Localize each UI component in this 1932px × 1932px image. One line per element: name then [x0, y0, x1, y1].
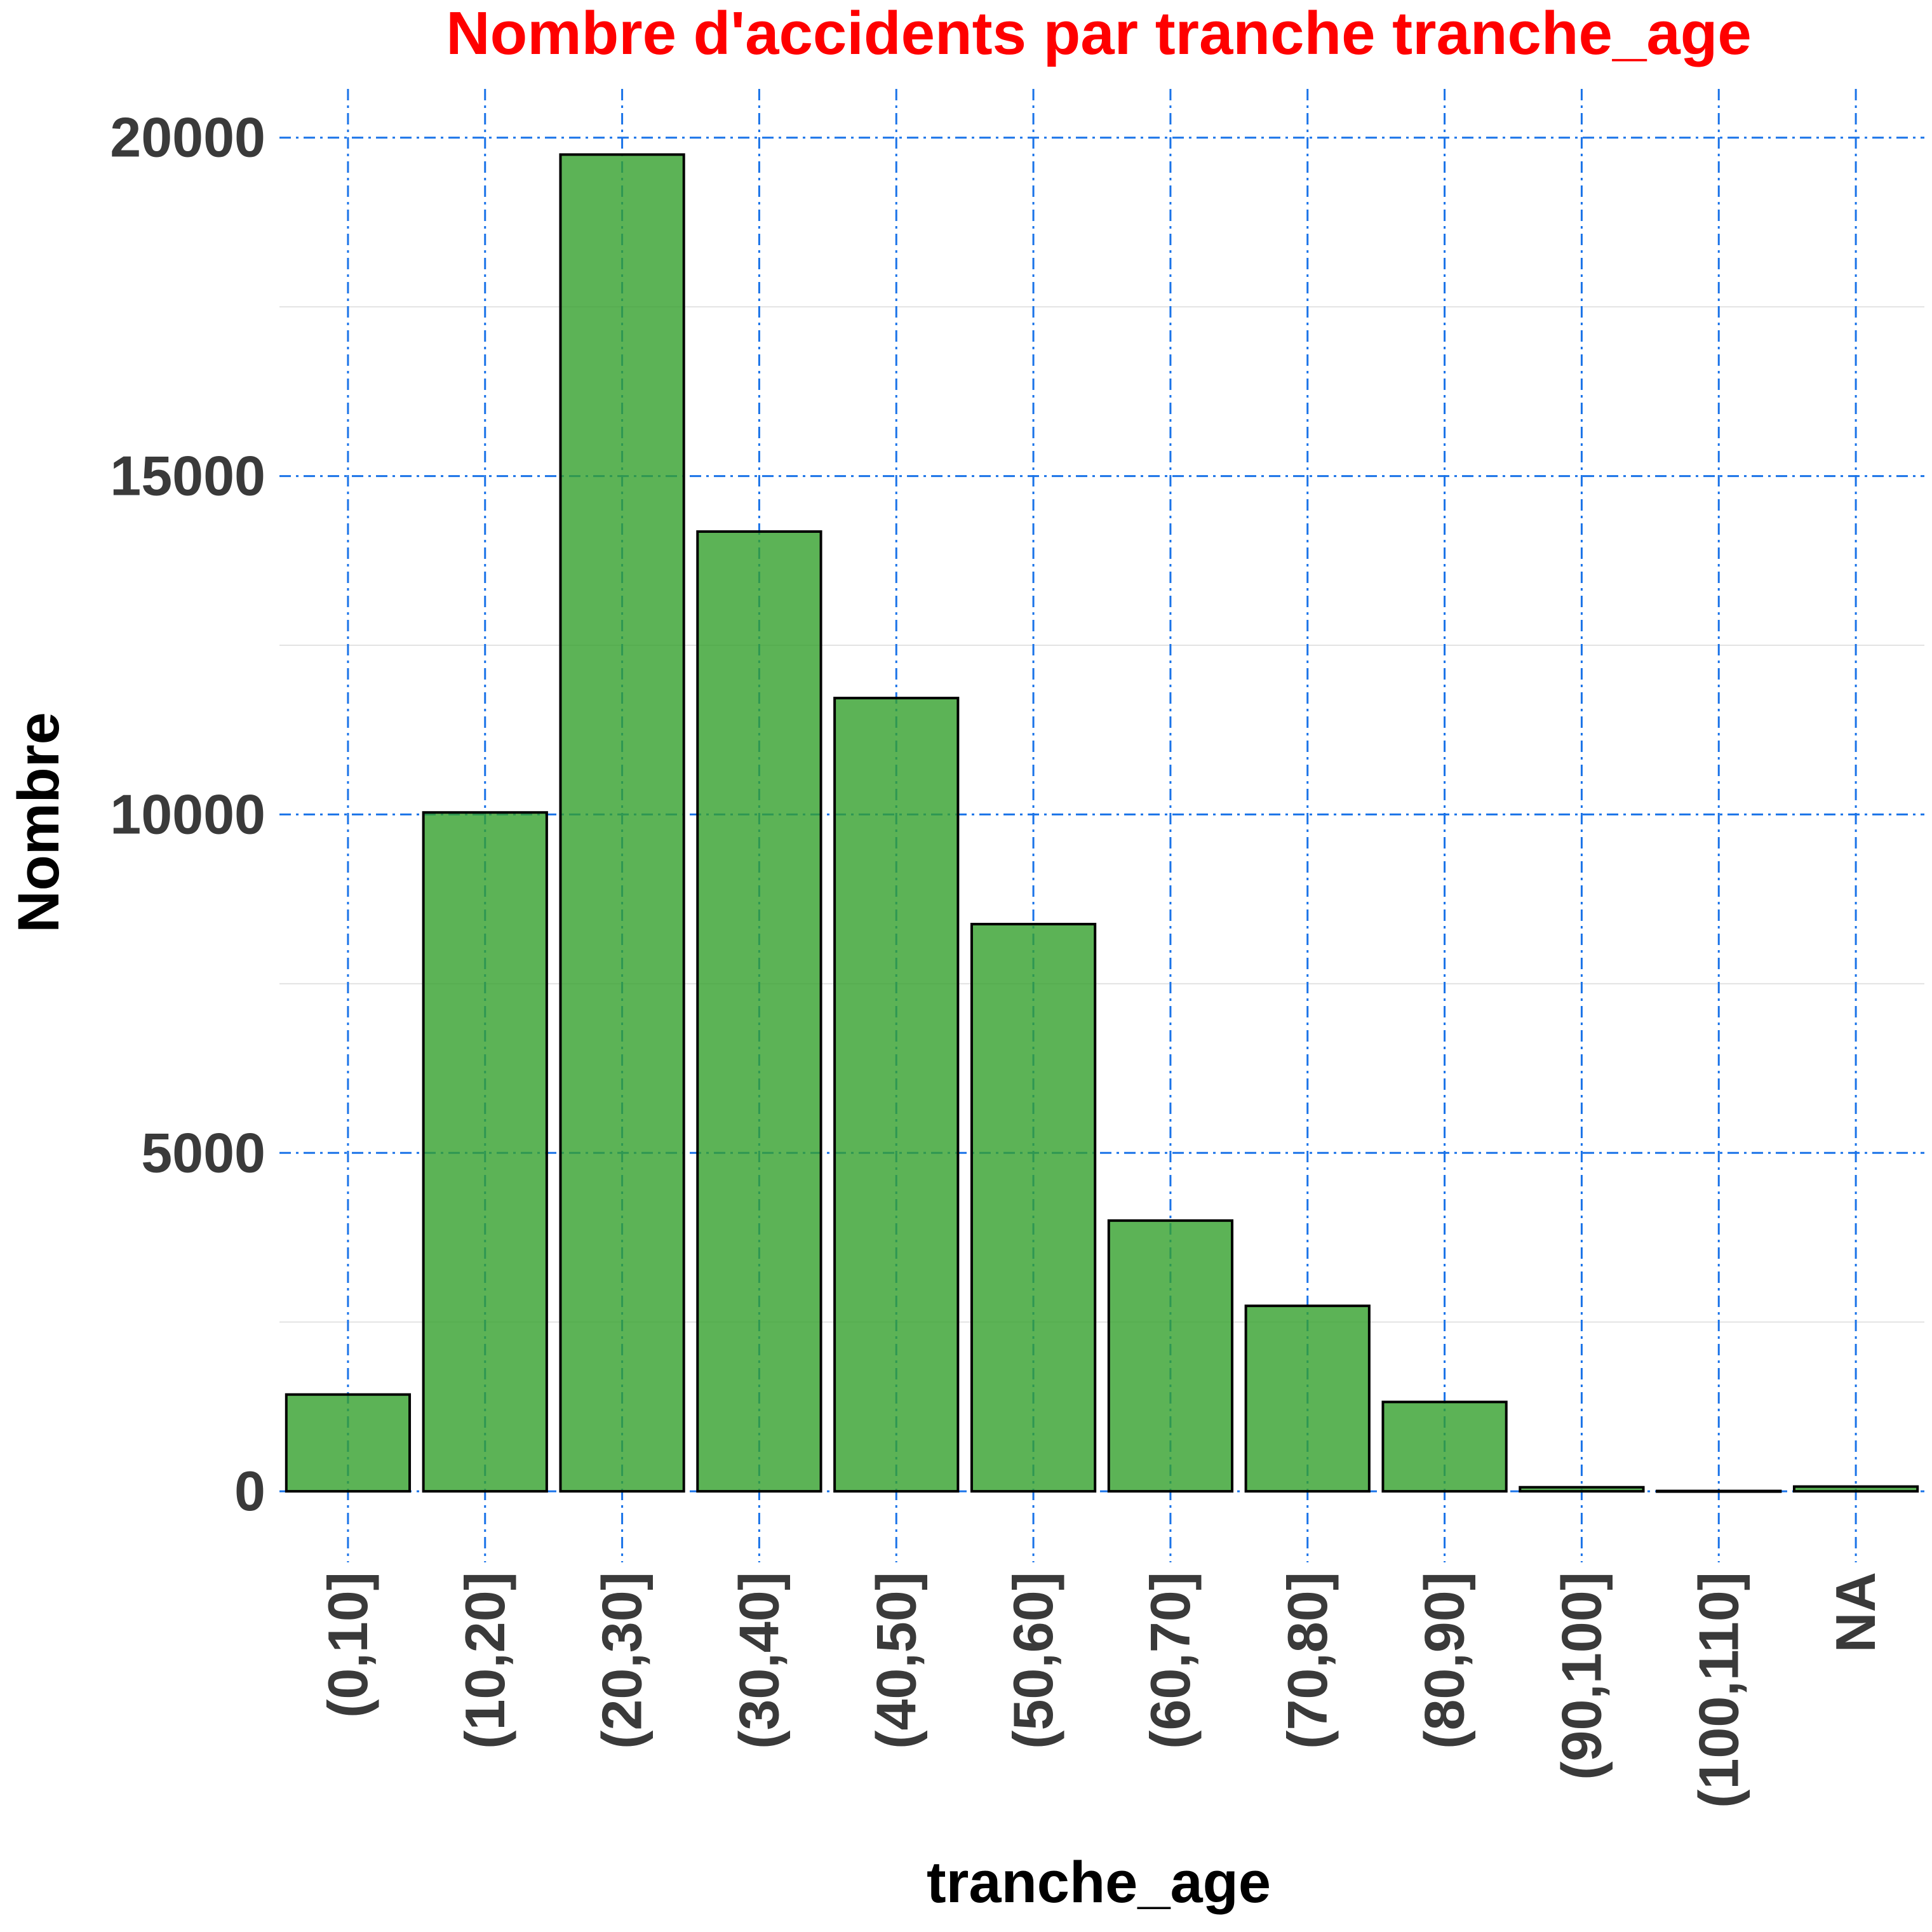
bar-2	[559, 153, 685, 1493]
y-tick-label: 5000	[141, 1121, 265, 1184]
bar-1	[422, 811, 548, 1493]
x-tick-label: (30,40]	[727, 1572, 790, 1749]
x-tick-label: (0,10]	[316, 1572, 379, 1718]
chart-title: Nombre d'accidents par tranche tranche_a…	[446, 0, 1752, 67]
y-tick-label: 0	[234, 1459, 265, 1522]
x-tick-label: (90,100]	[1550, 1572, 1613, 1780]
bars	[285, 153, 1919, 1493]
x-tick-label: (70,80]	[1276, 1572, 1339, 1749]
bar-0	[285, 1393, 412, 1493]
bar-5	[970, 923, 1097, 1493]
minor-grid	[279, 306, 1924, 1323]
bar-7	[1244, 1305, 1371, 1493]
bar-8	[1381, 1400, 1508, 1493]
x-tick-label: NA	[1824, 1572, 1887, 1653]
bar-4	[833, 697, 960, 1493]
bar-9	[1519, 1486, 1645, 1493]
y-tick-labels: 0 5000 10000 15000 20000	[110, 106, 265, 1522]
bar-6	[1107, 1219, 1234, 1493]
x-tick-label: (100,110]	[1687, 1572, 1750, 1808]
x-tick-label: (80,90]	[1413, 1572, 1476, 1749]
x-tick-label: (60,70]	[1139, 1572, 1202, 1749]
bar-10	[1656, 1489, 1782, 1493]
major-grid	[279, 89, 1924, 1562]
x-tick-labels: (0,10] (10,20] (20,30] (30,40] (40,50] (50,60…	[316, 1572, 1887, 1808]
x-tick-label: (10,20]	[453, 1572, 516, 1749]
x-tick-label: (50,60]	[1002, 1572, 1064, 1749]
y-axis-title: Nombre	[6, 712, 71, 933]
x-tick-label: (40,50]	[864, 1572, 927, 1749]
y-tick-label: 15000	[110, 445, 265, 507]
x-axis-title: tranche_age	[927, 1850, 1271, 1915]
y-tick-label: 10000	[110, 782, 265, 845]
bar-3	[696, 530, 822, 1493]
y-tick-label: 20000	[110, 106, 265, 169]
x-tick-label: (20,30]	[591, 1572, 654, 1749]
bar-11	[1792, 1485, 1919, 1493]
